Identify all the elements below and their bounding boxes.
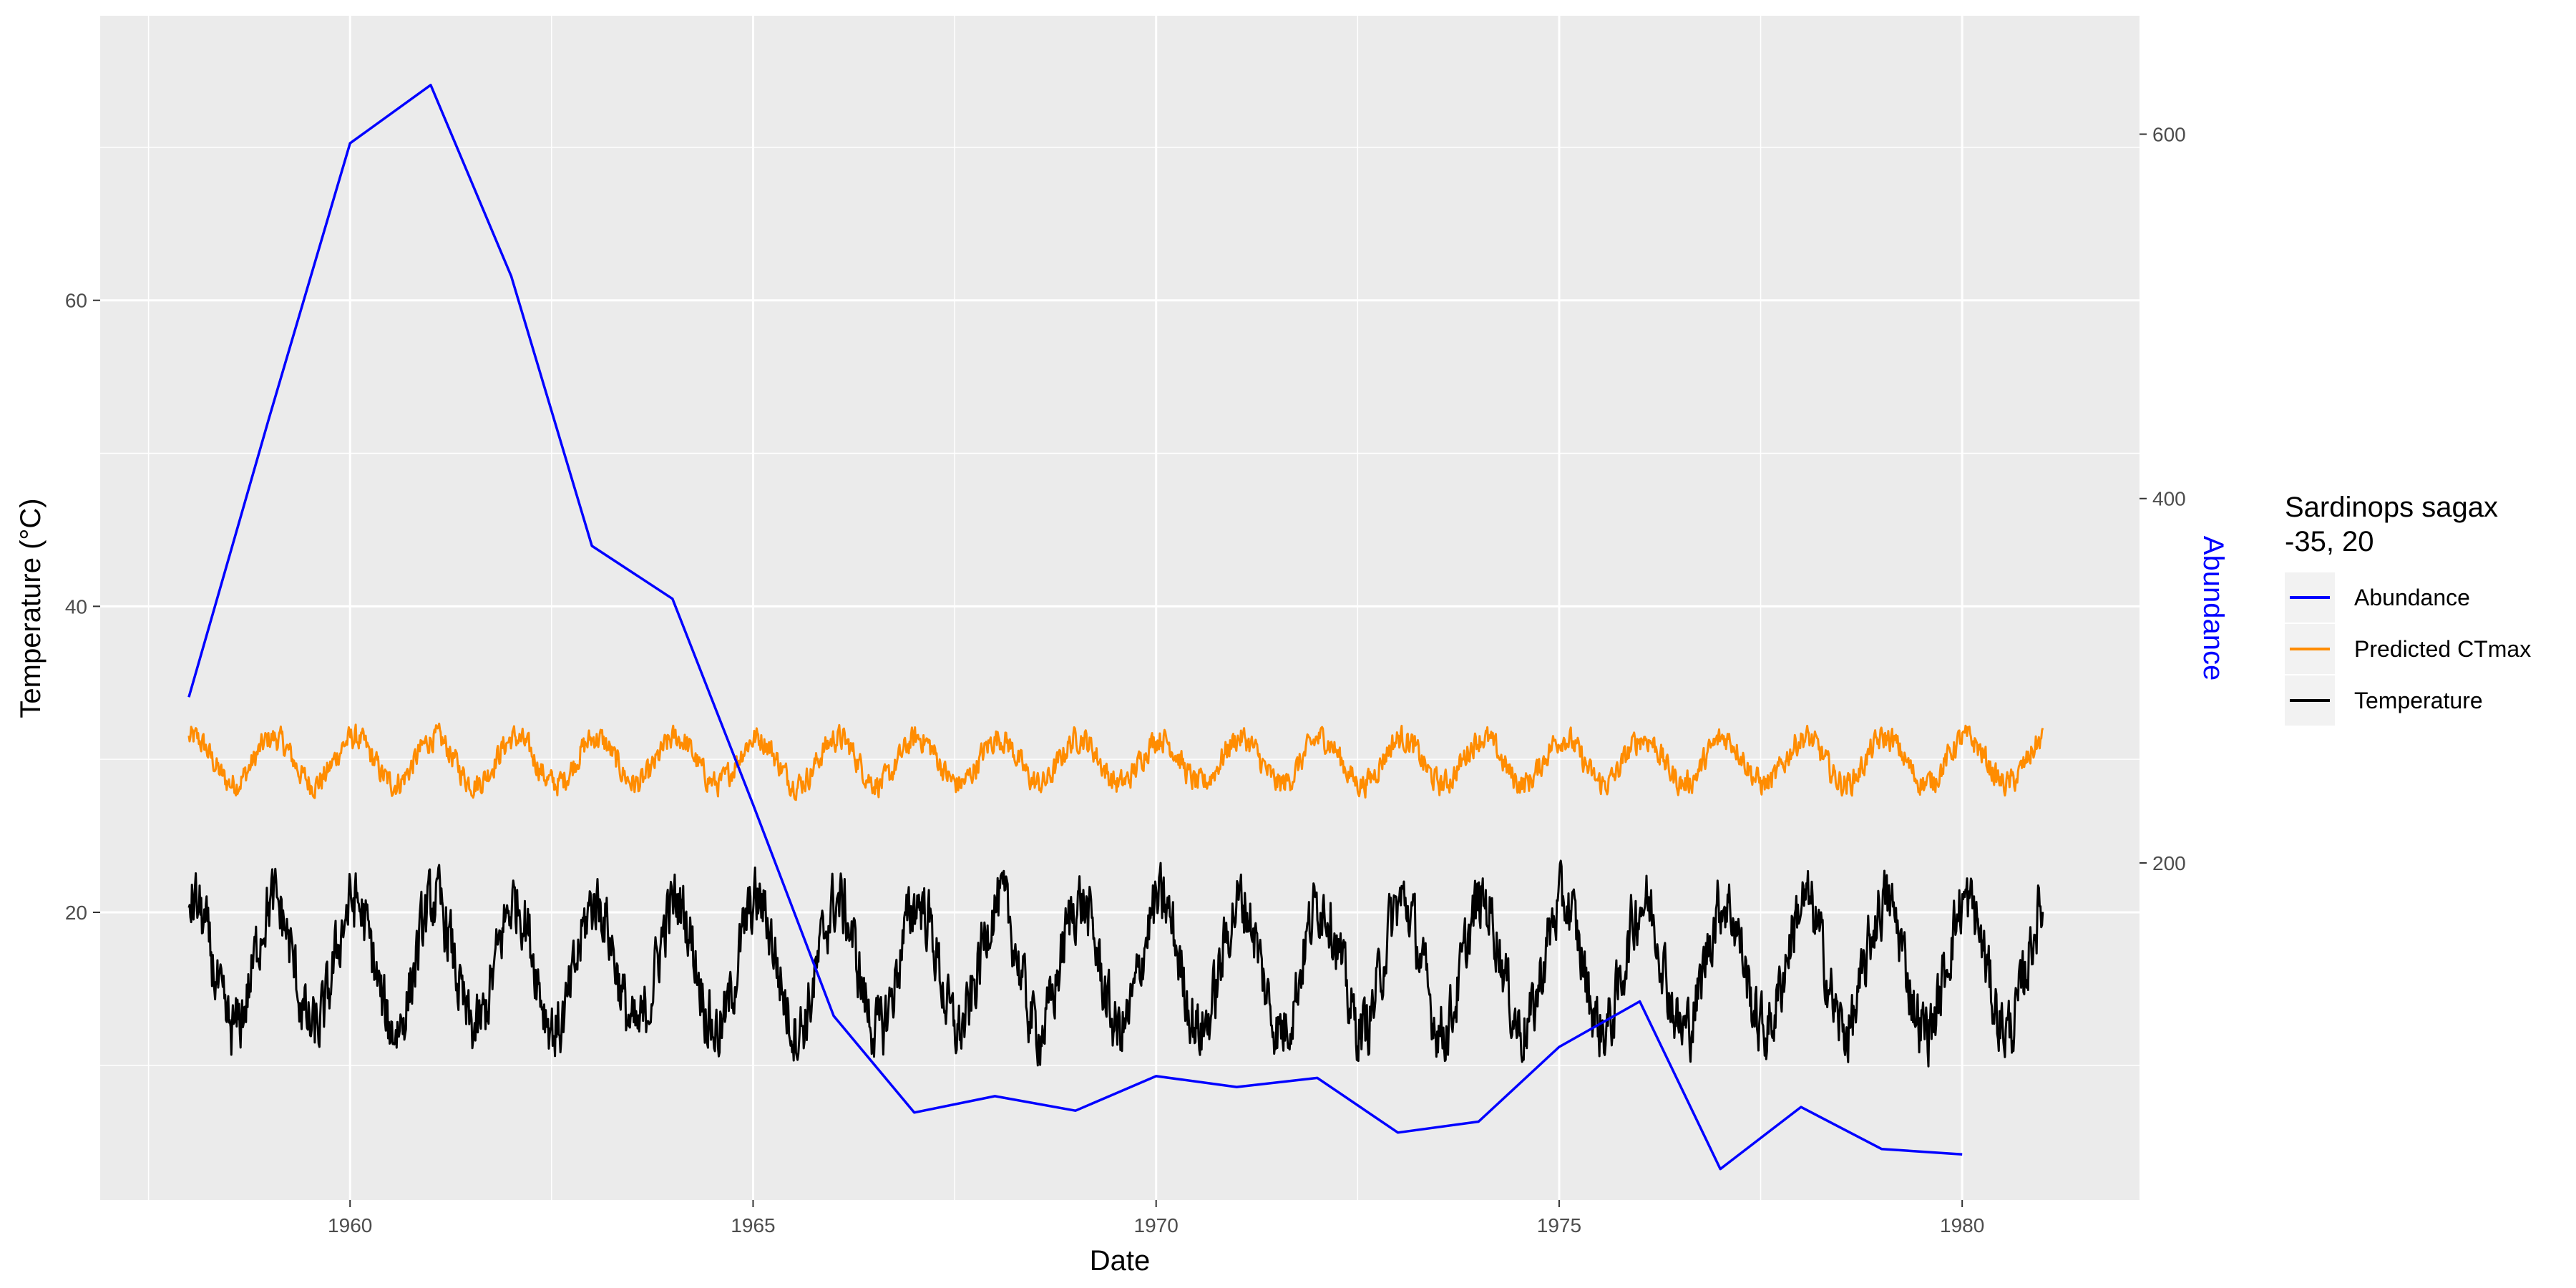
y-tick-label-60: 60 bbox=[65, 290, 87, 312]
x-tick-label-1960: 1960 bbox=[328, 1214, 372, 1236]
y2-tick-label-600: 600 bbox=[2152, 124, 2186, 146]
x-tick-label-1980: 1980 bbox=[1940, 1214, 1984, 1236]
y2-axis-title: Abundance bbox=[2197, 536, 2229, 680]
plot-panel bbox=[100, 16, 2140, 1200]
legend-title: Sardinops sagax bbox=[2285, 492, 2498, 523]
x-axis-title: Date bbox=[1090, 1245, 1151, 1277]
x-tick-label-1965: 1965 bbox=[731, 1214, 775, 1236]
legend-label-abundance: Abundance bbox=[2354, 585, 2470, 610]
line-temperature bbox=[187, 859, 2044, 1068]
series-temperature bbox=[187, 859, 2044, 1068]
legend-subtitle: -35, 20 bbox=[2285, 526, 2374, 557]
y-tick-label-40: 40 bbox=[65, 595, 87, 618]
grid-minor bbox=[100, 16, 2140, 1200]
x-tick-label-1975: 1975 bbox=[1537, 1214, 1581, 1236]
series-abundance bbox=[187, 84, 1963, 1171]
legend-label-temperature: Temperature bbox=[2354, 688, 2483, 713]
series-predicted-ctmax bbox=[187, 722, 2044, 801]
y2-tick-label-200: 200 bbox=[2152, 852, 2186, 874]
grid-major bbox=[100, 16, 2140, 1200]
legend-label-predicted-ctmax: Predicted CTmax bbox=[2354, 636, 2531, 662]
y-axis-ticks: 20 40 60 bbox=[65, 290, 100, 924]
y-tick-label-20: 20 bbox=[65, 902, 87, 924]
line-predicted-ctmax bbox=[187, 722, 2044, 801]
line-abundance bbox=[187, 84, 1963, 1171]
y-axis-title: Temperature (°C) bbox=[15, 498, 47, 718]
y2-tick-label-400: 400 bbox=[2152, 488, 2186, 510]
x-tick-label-1970: 1970 bbox=[1134, 1214, 1179, 1236]
y2-axis-ticks: 200 400 600 bbox=[2140, 124, 2186, 874]
x-axis-ticks: 1960 1965 1970 1975 1980 bbox=[328, 1200, 1984, 1236]
legend: Sardinops sagax -35, 20 Abundance Predic… bbox=[2285, 492, 2531, 726]
